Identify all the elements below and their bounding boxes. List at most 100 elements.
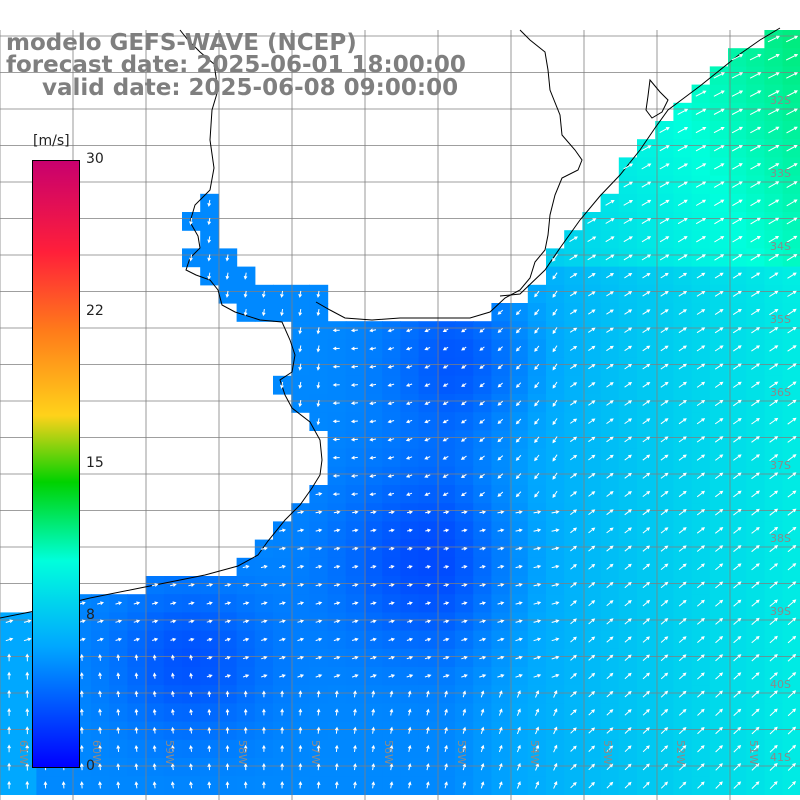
wind-arrow <box>352 583 359 587</box>
wind-arrow <box>497 364 503 370</box>
wind-arrow <box>134 726 139 734</box>
wind-arrow <box>515 436 522 443</box>
wind-arrow <box>535 708 540 716</box>
wind-arrow <box>370 528 377 533</box>
wind-arrow <box>333 637 341 642</box>
wind-arrow <box>387 437 395 442</box>
wind-arrow <box>460 473 467 478</box>
wind-arrow <box>171 726 175 734</box>
wind-arrow <box>551 583 560 587</box>
wind-arrow <box>316 418 321 426</box>
wind-arrow <box>442 674 450 678</box>
wind-arrow <box>787 544 797 553</box>
wind-arrow <box>461 637 468 642</box>
lon-label: 61W <box>17 740 30 765</box>
wind-arrow <box>714 217 725 225</box>
wind-arrow <box>713 127 725 134</box>
wind-arrow <box>677 236 688 243</box>
wind-arrow <box>207 708 212 716</box>
lat-label: 41S <box>770 751 791 764</box>
wind-arrow <box>642 309 651 315</box>
wind-arrow <box>333 674 341 678</box>
wind-arrow <box>769 490 779 498</box>
wind-arrow <box>660 490 669 498</box>
wind-arrow <box>534 327 540 334</box>
wind-arrow <box>624 309 633 315</box>
wind-arrow <box>97 601 105 605</box>
wind-arrow <box>242 674 250 678</box>
wind-arrow <box>207 272 211 280</box>
wind-arrow <box>280 290 284 298</box>
wind-arrow <box>715 545 724 552</box>
wind-arrow <box>224 674 232 678</box>
wind-arrow <box>316 708 321 716</box>
colorbar <box>32 160 80 768</box>
map-title-valid-date: valid date: 2025-06-08 09:00:00 <box>42 75 459 101</box>
lon-label: 58W <box>236 740 249 765</box>
wind-arrow <box>170 637 177 642</box>
wind-arrow <box>570 582 577 588</box>
wind-arrow <box>332 419 340 424</box>
wind-arrow <box>98 763 102 771</box>
wind-arrow <box>533 674 542 678</box>
wind-arrow <box>480 781 485 789</box>
wind-arrow <box>660 418 669 425</box>
wind-arrow <box>516 744 521 753</box>
wind-arrow <box>152 690 157 697</box>
wind-arrow <box>389 763 394 771</box>
wind-arrow <box>280 309 284 317</box>
wind-arrow <box>515 655 523 660</box>
wind-arrow <box>787 417 797 425</box>
wind-arrow <box>316 781 321 789</box>
wind-arrow <box>134 654 139 661</box>
wind-arrow <box>479 382 485 388</box>
wind-arrow <box>79 726 84 734</box>
wind-arrow <box>334 744 339 752</box>
wind-arrow <box>534 472 540 480</box>
wind-arrow <box>533 528 542 533</box>
wind-arrow <box>353 781 357 789</box>
wind-arrow <box>280 690 284 698</box>
wind-arrow <box>588 563 596 570</box>
wind-arrow <box>679 745 687 753</box>
wind-arrow <box>405 383 413 387</box>
wind-arrow <box>660 745 669 753</box>
lat-label: 40S <box>770 678 791 691</box>
wind-arrow <box>262 744 266 752</box>
wind-arrow <box>479 455 485 461</box>
wind-arrow <box>387 492 395 496</box>
wind-arrow <box>260 601 268 605</box>
wind-arrow <box>715 781 723 789</box>
wind-arrow <box>552 418 558 426</box>
wind-arrow <box>570 709 577 716</box>
wind-arrow <box>350 328 358 333</box>
wind-arrow <box>207 218 211 226</box>
wind-arrow <box>189 781 193 789</box>
wind-arrow <box>588 618 596 625</box>
wind-arrow <box>315 564 323 569</box>
wind-arrow <box>697 672 705 680</box>
wind-arrow <box>515 327 522 334</box>
wind-arrow <box>624 781 632 789</box>
wind-arrow <box>731 108 743 115</box>
wind-arrow <box>751 744 760 753</box>
wind-arrow <box>462 781 467 789</box>
wind-arrow <box>279 528 287 533</box>
wind-arrow <box>350 455 358 460</box>
wind-arrow <box>298 781 303 789</box>
wind-arrow <box>751 526 760 534</box>
wind-arrow <box>588 309 596 315</box>
wind-arrow <box>552 363 558 371</box>
wind-arrow <box>732 199 743 207</box>
wind-arrow <box>569 254 578 261</box>
wind-arrow <box>25 689 30 698</box>
wind-arrow <box>587 273 596 279</box>
wind-arrow <box>606 273 615 279</box>
wind-arrow <box>569 236 578 243</box>
wind-arrow <box>388 583 395 587</box>
wind-arrow <box>624 581 632 589</box>
wind-arrow <box>134 763 139 771</box>
wind-arrow <box>733 399 742 407</box>
wind-arrow <box>444 726 448 734</box>
wind-arrow <box>189 744 193 752</box>
